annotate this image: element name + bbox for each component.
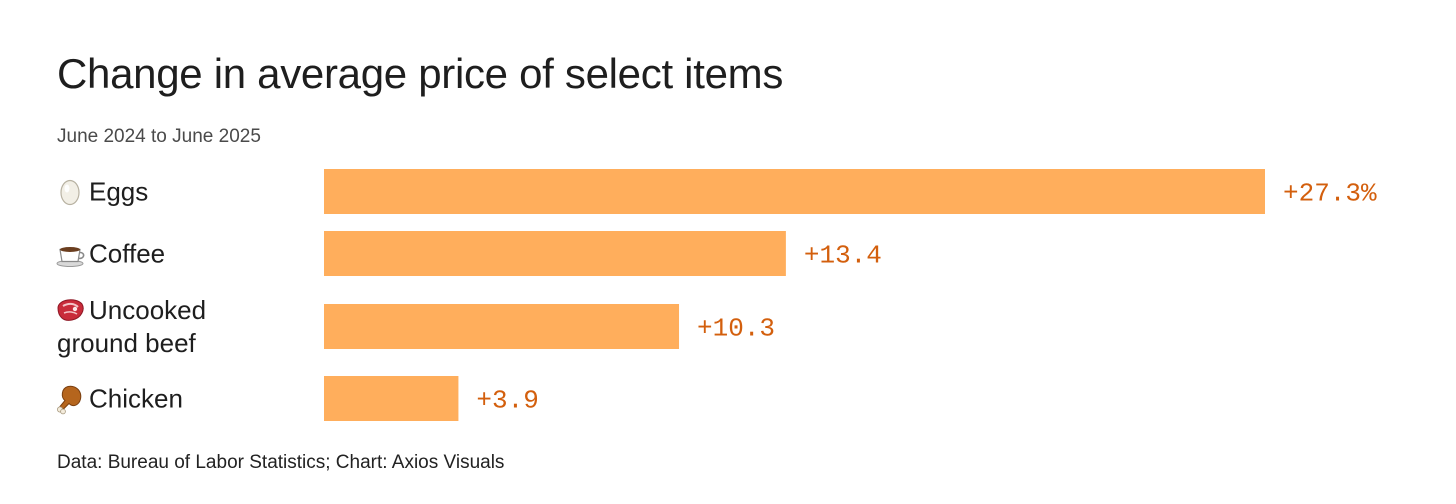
category-label: Chicken	[89, 384, 183, 414]
category-label: Coffee	[89, 239, 165, 269]
value-label: +13.4	[804, 241, 882, 271]
egg-icon	[60, 179, 80, 206]
category-label: ground beef	[57, 328, 197, 358]
value-label: +10.3	[697, 314, 775, 344]
chart-title: Change in average price of select items	[57, 50, 784, 97]
bars-layer: +27.3% Eggs +13.4 Coffee +10.3 Uncookedground…	[56, 169, 1377, 421]
coffee-icon	[56, 246, 85, 268]
value-label: +3.9	[476, 386, 538, 416]
bar-eggs	[324, 169, 1265, 214]
category-label: Uncooked	[89, 295, 206, 325]
poultry-leg-icon	[56, 385, 82, 415]
value-label: +27.3%	[1283, 179, 1377, 209]
source-note: Data: Bureau of Labor Statistics; Chart:…	[57, 452, 505, 473]
meat-icon	[57, 298, 85, 322]
category-label: Eggs	[89, 177, 148, 207]
bar-coffee	[324, 231, 786, 276]
chart-subtitle: June 2024 to June 2025	[57, 126, 261, 147]
bar-chicken	[324, 376, 459, 421]
bar-uncooked-ground-beef	[324, 304, 680, 349]
